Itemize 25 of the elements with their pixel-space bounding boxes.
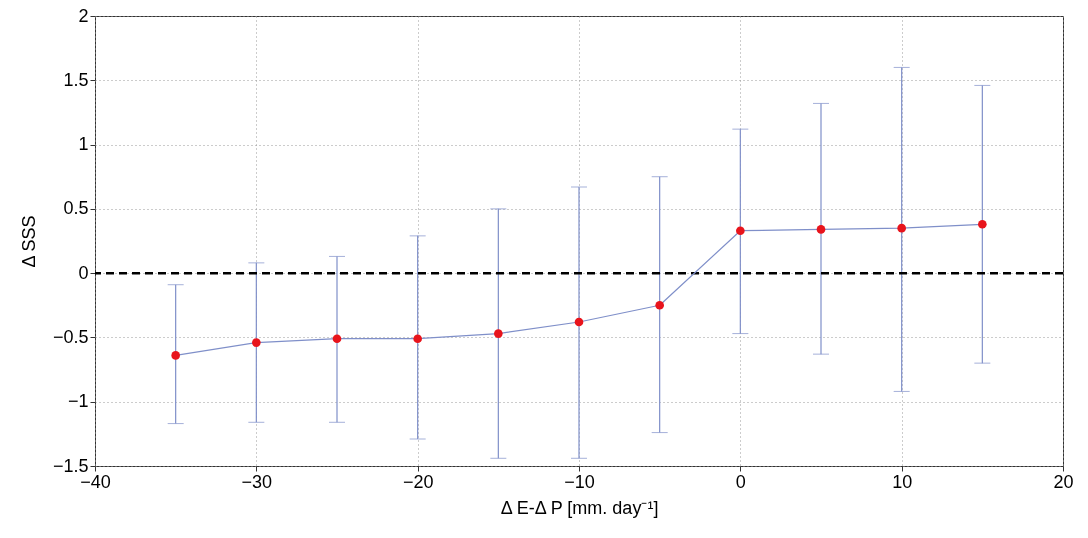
point	[816, 225, 826, 234]
y-tick-label: 1	[78, 134, 89, 155]
x-tick-label: 10	[892, 471, 913, 492]
x-tick-label: 0	[735, 471, 746, 492]
point	[978, 219, 987, 229]
point	[332, 334, 342, 344]
point	[413, 334, 422, 344]
y-tick-label: −1	[67, 391, 89, 412]
y-tick-label: 0.5	[63, 198, 89, 219]
point	[736, 226, 745, 236]
point	[252, 338, 261, 347]
y-tick-label: 1.5	[63, 69, 89, 90]
y-tick-label: 0	[78, 262, 89, 283]
y-tick-label: −0.5	[52, 326, 89, 347]
x-tick-label: 20	[1053, 471, 1074, 492]
y-tick-label: 2	[78, 5, 89, 26]
point	[655, 300, 664, 310]
point	[494, 329, 503, 338]
x-axis-title: Δ E-Δ P [mm. day⁻¹]	[500, 497, 659, 518]
x-tick-label: −30	[241, 471, 273, 492]
point	[897, 223, 906, 233]
point	[171, 351, 180, 360]
x-tick-label: −10	[564, 471, 595, 492]
y-axis-title: Δ SSS	[18, 215, 39, 268]
x-tick-label: −20	[402, 471, 434, 492]
